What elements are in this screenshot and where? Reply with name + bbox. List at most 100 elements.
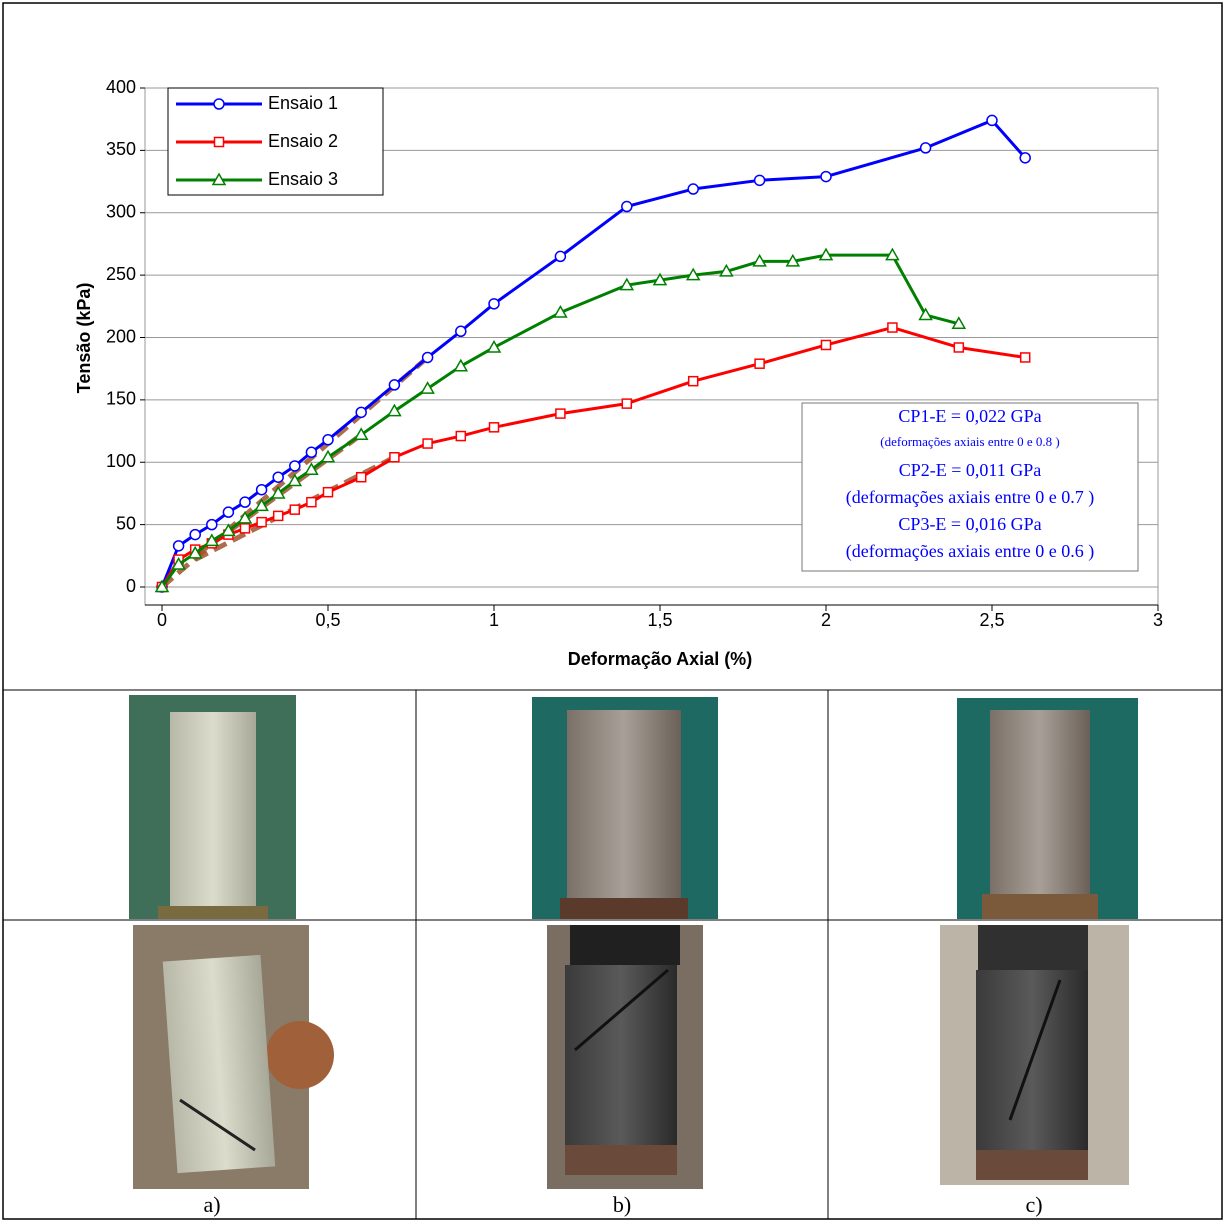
x-tick-label: 1 (489, 610, 499, 630)
annotation-text: CP1-E = 0,022 GPa (898, 406, 1041, 426)
y-tick-label: 300 (106, 202, 136, 222)
marker (885, 247, 900, 261)
marker (305, 446, 318, 459)
marker (421, 351, 434, 364)
marker (553, 305, 568, 318)
marker (304, 462, 319, 475)
marker (719, 263, 734, 277)
marker (222, 506, 235, 518)
annotation-box (801, 402, 1139, 572)
marker (953, 342, 965, 353)
y-tick-label: 350 (106, 139, 136, 159)
marker (753, 174, 766, 187)
marker (387, 403, 402, 417)
marker (752, 253, 767, 267)
marker (237, 510, 253, 524)
marker (820, 339, 832, 351)
photo (547, 925, 703, 1189)
marker (256, 516, 267, 528)
x-tick-label: 3 (1153, 610, 1163, 630)
marker (488, 422, 500, 433)
annotation-text: (deformações axiais entre 0 e 0.7 ) (846, 487, 1094, 508)
marker (353, 427, 369, 441)
marker (154, 579, 170, 593)
annotation-text: (deformações axiais entre 0 e 0.6 ) (846, 541, 1094, 562)
marker (687, 375, 699, 387)
marker (951, 316, 967, 330)
marker (785, 253, 801, 267)
marker (754, 358, 765, 369)
fit-line (160, 355, 430, 589)
photo (532, 697, 718, 919)
marker (986, 114, 998, 127)
marker (221, 523, 236, 537)
marker (818, 247, 834, 261)
panel-label: b) (613, 1192, 631, 1217)
marker (172, 540, 185, 552)
marker (919, 142, 932, 154)
marker (289, 460, 301, 472)
marker (289, 504, 301, 515)
y-axis-title: Tensão (kPa) (74, 283, 94, 394)
marker (486, 339, 502, 353)
x-tick-label: 2 (821, 610, 831, 630)
y-tick-label: 100 (106, 451, 136, 471)
marker (270, 485, 286, 499)
marker (621, 398, 633, 409)
marker (685, 267, 701, 281)
marker (1019, 352, 1031, 363)
marker (355, 471, 367, 483)
marker (189, 528, 201, 541)
marker (213, 98, 225, 110)
photo (940, 925, 1129, 1185)
marker (306, 496, 317, 508)
marker (204, 533, 220, 547)
y-tick-label: 200 (106, 326, 136, 346)
x-tick-label: 0 (157, 610, 167, 630)
marker (887, 322, 898, 333)
photo (957, 698, 1138, 919)
marker (272, 471, 284, 483)
marker (187, 545, 203, 559)
marker (388, 379, 401, 391)
marker (820, 170, 832, 183)
marker (211, 172, 227, 186)
marker (272, 510, 284, 522)
photo (129, 695, 296, 919)
x-tick-label: 1,5 (647, 610, 672, 630)
marker (455, 325, 467, 338)
x-axis-title: Deformação Axial (%) (568, 649, 752, 669)
marker (687, 183, 699, 195)
marker (255, 483, 268, 496)
marker (239, 496, 251, 508)
legend-label: Ensaio 2 (268, 131, 338, 151)
marker (918, 307, 933, 321)
marker (322, 434, 334, 446)
y-tick-label: 250 (106, 264, 136, 284)
marker (652, 272, 668, 286)
marker (420, 381, 435, 394)
marker (488, 298, 500, 310)
marker (455, 430, 467, 442)
marker (213, 136, 225, 148)
marker (171, 557, 186, 570)
y-tick-label: 150 (106, 389, 136, 409)
marker (254, 498, 269, 512)
marker (389, 452, 400, 463)
y-tick-label: 50 (116, 513, 136, 533)
legend-label: Ensaio 1 (268, 93, 338, 113)
marker (320, 449, 336, 463)
annotation-text: CP2-E = 0,011 GPa (899, 460, 1042, 480)
marker (621, 200, 633, 213)
marker (206, 518, 218, 531)
marker (555, 408, 566, 419)
panel-label: a) (203, 1192, 220, 1217)
marker (1019, 152, 1031, 164)
x-tick-label: 2,5 (979, 610, 1004, 630)
annotation-text: CP3-E = 0,016 GPa (898, 514, 1041, 534)
marker (422, 438, 433, 449)
legend-label: Ensaio 3 (268, 169, 338, 189)
marker (453, 358, 469, 372)
